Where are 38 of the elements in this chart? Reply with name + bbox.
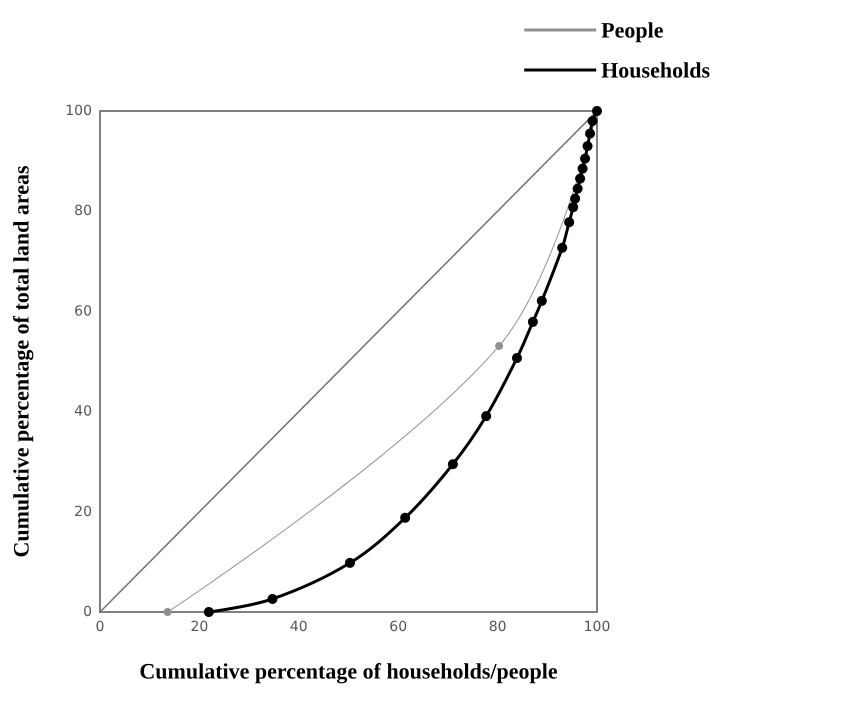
point [481,411,492,422]
point [345,558,355,568]
point [580,154,590,164]
point [568,202,578,212]
y-axis-title: Cumulative percentage of total land areas [8,165,34,558]
legend-label: People [601,18,664,42]
point [512,352,522,363]
point [557,242,568,253]
y-tick-label: 80 [74,203,92,220]
point [572,184,583,194]
y-tick-label: 0 [83,604,92,620]
x-tick-label: 0 [96,619,104,635]
point [448,459,458,470]
legend-label: Households [601,58,710,82]
x-tick-label: 100 [584,619,610,635]
point [536,296,547,306]
point [164,608,172,616]
x-tick-label: 60 [389,619,408,635]
y-tick-label: 100 [65,103,92,119]
x-tick-label: 40 [290,619,308,635]
point [582,141,593,152]
point [528,316,538,327]
point [495,342,504,350]
point [570,194,580,204]
x-tick-label: 80 [488,619,507,635]
point [400,512,410,523]
point [204,607,214,617]
point [267,594,278,604]
y-tick-label: 20 [74,504,92,520]
point [575,174,586,184]
point [588,116,598,126]
x-axis-title: Cumulative percentage of households/people [139,658,558,684]
point [564,217,574,228]
x-tick-label: 20 [190,619,208,635]
y-tick-label: 40 [74,404,92,420]
point [578,164,588,174]
y-tick-label: 60 [74,303,92,320]
point [585,128,596,139]
